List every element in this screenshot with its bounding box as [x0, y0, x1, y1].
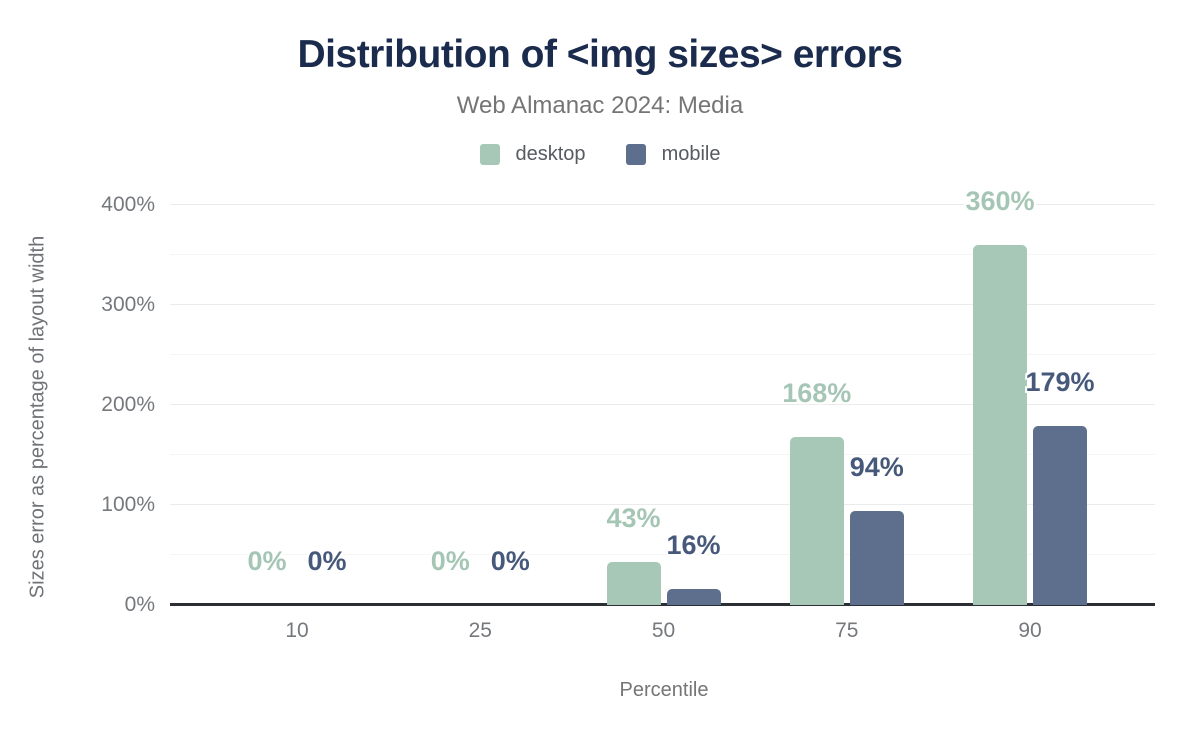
y-axis-title: Sizes error as percentage of layout widt… — [26, 235, 49, 599]
x-tick-10: 10 — [285, 619, 309, 642]
value-label-mobile-10: 0% — [307, 546, 347, 576]
value-label-mobile-75: 94% — [849, 452, 904, 482]
gridline-400 — [170, 204, 1155, 205]
y-tick-0: 0% — [124, 593, 155, 616]
legend-swatch-mobile-icon — [625, 144, 646, 165]
y-tick-400: 400% — [101, 193, 155, 216]
chart-subtitle: Web Almanac 2024: Media — [456, 92, 744, 119]
bar-desktop-50 — [606, 562, 661, 605]
plot-area: 0% 100% 200% 300% 400% 10 25 50 75 90 0% 0% 43% 168% 3… — [101, 186, 1155, 642]
gridline-200 — [170, 404, 1155, 405]
value-label-mobile-90: 179% — [1025, 367, 1095, 397]
legend-label-desktop: desktop — [515, 143, 586, 165]
gridline-350 — [170, 254, 1155, 255]
bar-mobile-75 — [849, 511, 904, 605]
value-label-desktop-90: 360% — [965, 186, 1035, 216]
x-tick-50: 50 — [651, 619, 676, 642]
legend-item-mobile: mobile — [625, 143, 721, 166]
x-axis-line — [170, 603, 1155, 606]
value-label-mobile-25: 0% — [490, 546, 530, 576]
legend: desktop mobile — [0, 143, 1200, 166]
value-label-desktop-10: 0% — [247, 546, 287, 576]
legend-swatch-desktop-icon — [479, 144, 500, 165]
bar-desktop-75 — [789, 437, 844, 605]
x-tick-90: 90 — [1018, 619, 1042, 642]
gridline-50 — [170, 554, 1155, 555]
y-tick-100: 100% — [101, 493, 155, 516]
bar-desktop-90 — [973, 245, 1027, 605]
y-tick-300: 300% — [101, 293, 155, 316]
value-label-mobile-50: 16% — [666, 530, 721, 560]
gridline-150 — [170, 454, 1155, 455]
value-label-desktop-25: 0% — [430, 546, 470, 576]
x-tick-75: 75 — [835, 619, 859, 642]
legend-label-mobile: mobile — [661, 143, 721, 165]
gridline-300 — [170, 304, 1155, 305]
gridline-250 — [170, 354, 1155, 355]
value-label-desktop-75: 168% — [782, 378, 852, 408]
gridline-100 — [170, 504, 1155, 505]
x-axis-title: Percentile — [619, 679, 709, 701]
bar-mobile-50 — [666, 589, 721, 605]
x-tick-25: 25 — [468, 619, 492, 642]
bar-mobile-90 — [1033, 426, 1087, 605]
value-label-desktop-50: 43% — [606, 503, 661, 533]
y-tick-200: 200% — [101, 393, 155, 416]
chart-title: Distribution of <img sizes> errors — [297, 33, 903, 76]
legend-item-desktop: desktop — [479, 143, 586, 166]
